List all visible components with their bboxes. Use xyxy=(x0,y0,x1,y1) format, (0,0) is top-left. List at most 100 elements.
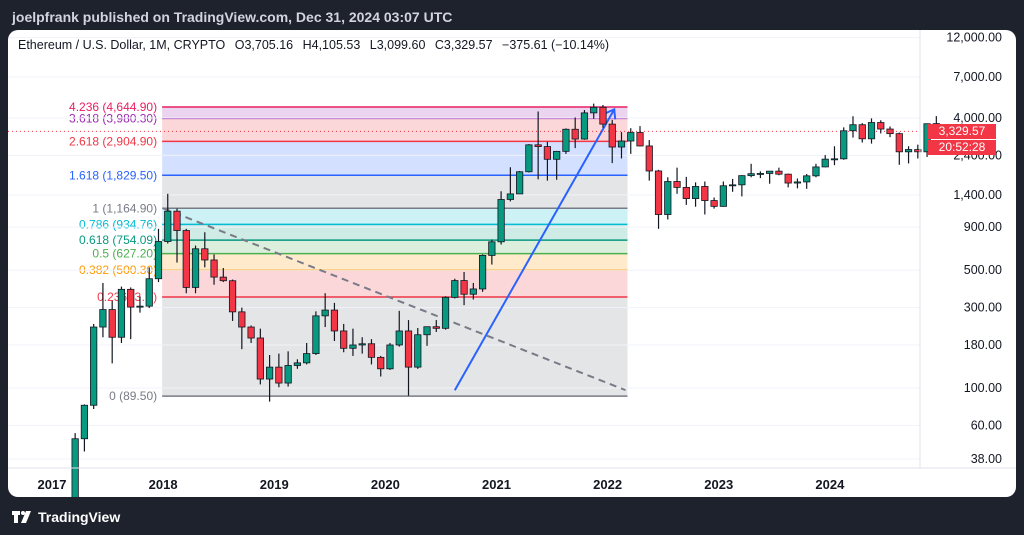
candle xyxy=(747,163,755,178)
candle-body xyxy=(840,130,848,160)
candle xyxy=(247,325,255,343)
candle xyxy=(849,116,857,138)
candle-body xyxy=(145,278,153,307)
candle-body xyxy=(340,330,348,349)
candles[interactable] xyxy=(63,103,940,497)
candle-body xyxy=(766,170,774,174)
ohlc-high: H4,105.53 xyxy=(302,38,361,52)
candle-body xyxy=(312,315,320,354)
time-tick-label: 2024 xyxy=(815,477,845,492)
candle-body xyxy=(349,344,357,349)
candle-body xyxy=(516,171,524,195)
candle xyxy=(682,176,690,205)
candle-body xyxy=(580,112,589,140)
candle xyxy=(358,337,366,354)
candle-body xyxy=(867,122,876,140)
fib-zone xyxy=(162,240,628,254)
candle xyxy=(478,254,487,292)
candle-body xyxy=(534,144,542,147)
candle xyxy=(71,433,79,497)
candle-body xyxy=(821,158,829,168)
candle xyxy=(664,177,672,220)
time-tick-label: 2019 xyxy=(260,477,289,492)
candle-body xyxy=(599,106,607,125)
candle-body xyxy=(497,199,505,243)
candle-body xyxy=(719,185,727,207)
candle xyxy=(284,351,292,387)
candle xyxy=(90,323,98,410)
fib-zone xyxy=(162,270,628,298)
fib-level-label: 1 (1,164.90) xyxy=(92,201,157,215)
chart-panel[interactable]: 4.236 (4,644.90) 3.618 (3,980.30) 2.618 (2… xyxy=(8,30,1016,497)
candle xyxy=(636,126,644,147)
candle xyxy=(571,117,579,149)
fib-retracement[interactable]: 4.236 (4,644.90)3.618 (3,980.30)2.618 (2… xyxy=(69,100,628,403)
candle xyxy=(256,328,264,385)
price-tick-label: 12,000.00 xyxy=(946,31,1002,45)
candle-body xyxy=(571,128,579,140)
candle-body xyxy=(108,309,116,338)
candle xyxy=(191,245,200,294)
candle-body xyxy=(654,170,663,215)
candle xyxy=(414,327,422,369)
dashed-trend-line xyxy=(162,207,626,392)
candle xyxy=(303,342,311,365)
candle xyxy=(710,197,718,209)
candle-body xyxy=(617,140,626,148)
candle-body xyxy=(886,128,894,135)
candle xyxy=(210,254,218,285)
candle xyxy=(654,169,663,229)
candle xyxy=(877,120,885,134)
publish-info: joelpfrank published on TradingView.com,… xyxy=(12,9,453,25)
candle-body xyxy=(775,170,783,175)
drawings[interactable] xyxy=(8,107,920,392)
candle xyxy=(904,146,913,164)
candle xyxy=(608,119,616,164)
candle xyxy=(145,267,153,309)
candle-body xyxy=(747,173,755,177)
candle-body xyxy=(201,248,209,261)
candle-body xyxy=(377,356,385,370)
fib-level-label: 0.618 (754.09) xyxy=(79,233,157,247)
candle-body xyxy=(451,280,459,298)
candle-body xyxy=(914,149,922,153)
candle xyxy=(858,123,866,143)
candle-body xyxy=(99,309,107,328)
candle-body xyxy=(478,255,487,290)
candle xyxy=(312,311,320,355)
candle xyxy=(562,128,570,154)
candle-body xyxy=(812,166,820,177)
candle xyxy=(506,167,514,202)
candle-body xyxy=(293,362,301,366)
fib-level-label: 4.236 (4,644.90) xyxy=(69,100,157,114)
fib-zone xyxy=(162,118,628,142)
candle-body xyxy=(803,175,811,183)
tradingview-logo-icon xyxy=(12,511,31,523)
candle-body xyxy=(432,326,440,329)
fib-level-label: 0.236 (3…) xyxy=(97,290,157,304)
candle xyxy=(673,167,681,194)
chart-svg[interactable]: 4.236 (4,644.90)3.618 (3,980.30)2.618 (2… xyxy=(8,30,1016,497)
price-tick-label: 4,000.00 xyxy=(953,111,1002,125)
candle-body xyxy=(404,330,413,368)
candle-body xyxy=(506,193,514,200)
candle-body xyxy=(441,296,450,329)
candle xyxy=(617,132,626,159)
candle-body xyxy=(414,334,422,368)
ohlc-open: O3,705.16 xyxy=(234,38,294,52)
candle-body xyxy=(784,173,792,184)
candle xyxy=(321,293,329,328)
candle xyxy=(377,355,385,377)
candle-body xyxy=(238,311,246,328)
footer-brand-label: TradingView xyxy=(38,509,121,525)
candle-body xyxy=(830,158,839,161)
candle-body xyxy=(895,133,903,153)
footer-brand[interactable]: TradingView xyxy=(12,509,120,525)
candle-body xyxy=(488,241,496,256)
candle xyxy=(173,208,181,263)
candle-body xyxy=(275,366,283,384)
candle-body xyxy=(136,305,144,308)
candle xyxy=(701,181,709,215)
candle xyxy=(117,286,126,343)
candle-body xyxy=(90,326,98,406)
